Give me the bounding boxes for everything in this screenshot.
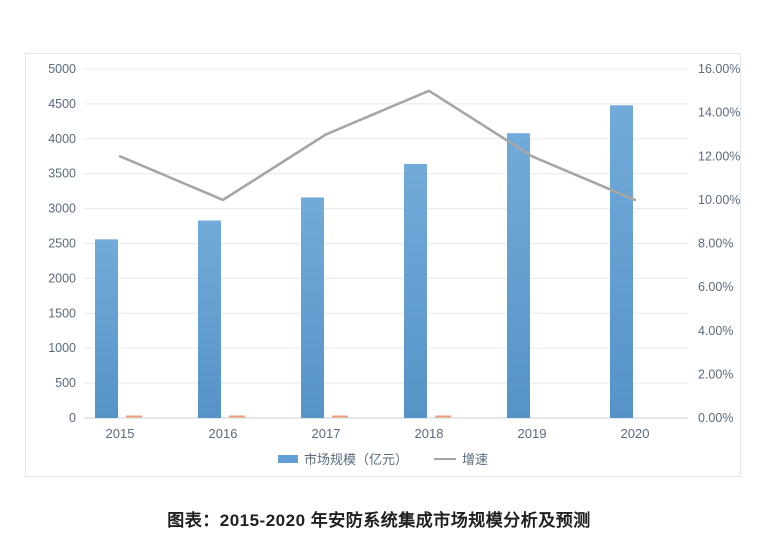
chart-legend: 市场规模（亿元） 增速 <box>26 449 740 468</box>
right-axis-tick-label: 2.00% <box>698 367 733 381</box>
x-axis-category-label: 2019 <box>518 426 547 441</box>
legend-label-market-size: 市场规模（亿元） <box>303 452 408 467</box>
legend-item-market-size: 市场规模（亿元） <box>277 449 408 468</box>
right-axis-tick-label: 14.00% <box>698 106 740 120</box>
category-labels: 2015 2016 2017 2018 2019 2020 <box>106 426 650 441</box>
zero-dash-2016 <box>229 415 245 418</box>
left-axis-tick-label: 5000 <box>48 62 76 76</box>
bar-2016 <box>198 220 221 418</box>
x-axis-category-label: 2020 <box>621 426 650 441</box>
x-axis-category-label: 2017 <box>312 426 341 441</box>
left-axis-labels: 0 500 1000 1500 2000 2500 3000 3500 4000 4500 5000 <box>48 62 76 425</box>
bar-2017 <box>301 197 324 418</box>
figure-caption: 图表：2015-2020 年安防系统集成市场规模分析及预测 <box>167 511 591 530</box>
bar-2018 <box>404 163 427 418</box>
right-axis-tick-label: 0.00% <box>698 411 733 425</box>
line-series-group <box>118 89 637 202</box>
left-axis-tick-label: 3500 <box>48 167 76 181</box>
bar-2015 <box>95 239 118 418</box>
chart-panel: 0 500 1000 1500 2000 2500 3000 3500 4000 4500 5000… <box>25 53 741 477</box>
left-axis-tick-label: 2500 <box>48 237 76 251</box>
left-axis-tick-label: 0 <box>69 411 76 425</box>
left-axis-tick-label: 2000 <box>48 271 76 285</box>
bar-series-swatch-icon <box>277 454 298 463</box>
x-axis-category-label: 2015 <box>106 426 135 441</box>
left-axis-tick-label: 1500 <box>48 306 76 320</box>
x-axis-category-label: 2016 <box>209 426 238 441</box>
zero-dash-2015 <box>126 415 142 418</box>
zero-dash-2018 <box>435 415 451 418</box>
right-axis-tick-label: 6.00% <box>698 280 733 294</box>
gridlines-group <box>84 68 688 419</box>
legend-label-growth: 增速 <box>462 452 489 467</box>
left-axis-tick-label: 1000 <box>48 341 76 355</box>
left-axis-tick-label: 4000 <box>48 132 76 146</box>
left-axis-tick-label: 4500 <box>48 97 76 111</box>
right-axis-tick-label: 16.00% <box>698 62 740 76</box>
marker-series-group <box>126 415 451 418</box>
chart-svg: 0 500 1000 1500 2000 2500 3000 3500 4000 4500 5000… <box>48 62 740 441</box>
right-axis-tick-label: 4.00% <box>698 324 733 338</box>
x-axis-category-label: 2018 <box>415 426 444 441</box>
left-axis-tick-label: 500 <box>55 376 76 390</box>
right-axis-labels: 0.00% 2.00% 4.00% 6.00% 8.00% 10.00% 12.00% 14.… <box>698 62 740 425</box>
bar-series-group <box>95 105 633 418</box>
right-axis-tick-label: 10.00% <box>698 193 740 207</box>
zero-dash-2017 <box>332 415 348 418</box>
bar-2020 <box>610 105 633 418</box>
line-series-swatch-icon <box>434 457 456 460</box>
growth-line <box>118 89 637 202</box>
left-axis-tick-label: 3000 <box>48 202 76 216</box>
right-axis-tick-label: 8.00% <box>698 237 733 251</box>
legend-item-growth: 增速 <box>434 449 488 468</box>
bar-2019 <box>507 133 530 418</box>
right-axis-tick-label: 12.00% <box>698 149 740 163</box>
